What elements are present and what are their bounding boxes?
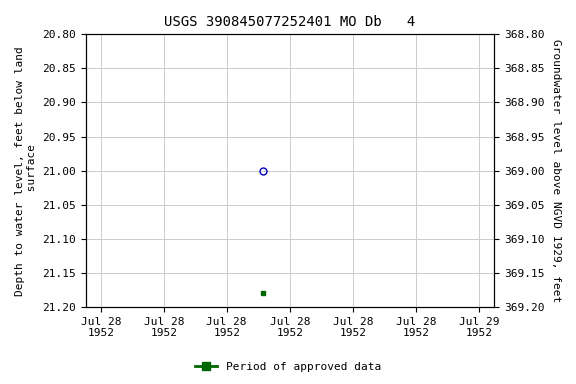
Y-axis label: Depth to water level, feet below land
 surface: Depth to water level, feet below land su… [15,46,37,296]
Title: USGS 390845077252401 MO Db   4: USGS 390845077252401 MO Db 4 [164,15,415,29]
Legend: Period of approved data: Period of approved data [191,358,385,377]
Y-axis label: Groundwater level above NGVD 1929, feet: Groundwater level above NGVD 1929, feet [551,39,561,302]
